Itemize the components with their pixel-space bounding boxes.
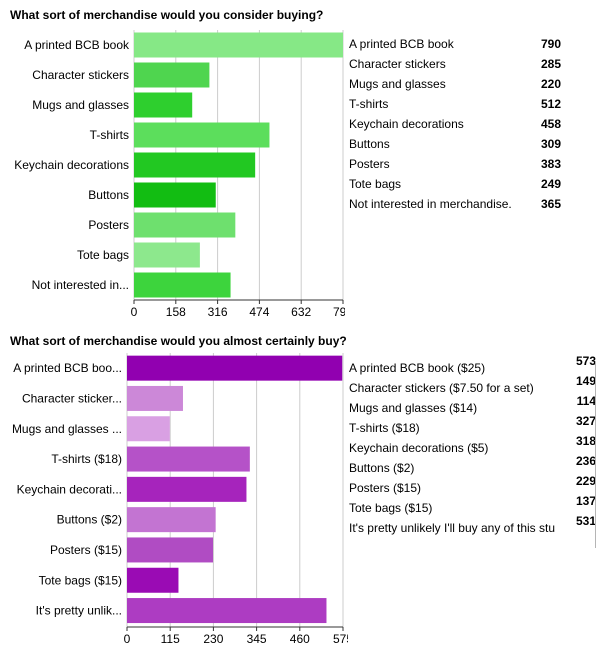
legend-count: 512 <box>540 97 561 111</box>
legend-label: T-shirts ($18) <box>349 421 420 435</box>
category-label: Keychain decorati... <box>17 482 122 496</box>
bar <box>127 598 327 624</box>
legend-label: Tote bags ($15) <box>349 501 433 515</box>
legend-count: 318 <box>575 434 596 448</box>
category-label: T-shirts ($18) <box>51 452 122 466</box>
legend-label: Keychain decorations <box>349 117 464 131</box>
x-tick-label: 345 <box>247 632 267 646</box>
category-label: Keychain decorations <box>14 158 129 172</box>
bar <box>127 385 183 411</box>
bar <box>134 62 210 88</box>
x-tick-label: 632 <box>291 305 311 319</box>
legend-count: 327 <box>575 414 596 428</box>
legend-label: It's pretty unlikely I'll buy any of thi… <box>349 521 556 535</box>
legend-count: 114 <box>576 394 596 408</box>
x-tick-label: 460 <box>290 632 310 646</box>
category-label: Character stickers <box>32 68 129 82</box>
legend-label: Mugs and glasses <box>349 77 446 91</box>
x-tick-label: 230 <box>203 632 223 646</box>
question-title: What sort of merchandise would you almos… <box>10 334 347 348</box>
legend-label: Character stickers <box>349 57 446 71</box>
chart-section-consider: What sort of merchandise would you consi… <box>10 8 569 319</box>
bar-chart-consider: A printed BCB book Character stickers Mugs… <box>14 30 345 319</box>
legend-count: 365 <box>540 197 561 211</box>
legend-count: 383 <box>540 157 561 171</box>
category-label: Posters <box>88 218 129 232</box>
bar <box>127 355 343 381</box>
legend-count: 790 <box>540 37 561 51</box>
legend-count: 137 <box>575 494 596 508</box>
legend-count: 220 <box>540 77 561 91</box>
x-tick-label: 115 <box>161 632 180 646</box>
legend-count: 309 <box>540 137 561 151</box>
question-title: What sort of merchandise would you consi… <box>10 8 324 22</box>
bar <box>127 537 214 563</box>
legend-count: 573 <box>575 354 596 368</box>
legend-label: Buttons ($2) <box>349 461 415 475</box>
bar <box>134 182 216 208</box>
legend-certain: A printed BCB book ($25) 573 Character sti… <box>349 354 599 550</box>
x-tick-label: 158 <box>166 305 186 319</box>
chart-section-certain: What sort of merchandise would you almos… <box>0 330 600 656</box>
legend-consider: A printed BCB book 790 Character stickers 2… <box>349 36 569 216</box>
bar <box>134 212 236 238</box>
legend-label: A printed BCB book <box>349 37 454 51</box>
bar <box>127 446 250 472</box>
legend-count: 229 <box>575 474 596 488</box>
legend-count: 531 <box>575 514 596 528</box>
x-tick-label: 575 <box>333 632 348 646</box>
bar <box>134 122 270 148</box>
category-label: A printed BCB book <box>24 38 130 52</box>
x-tick-label: 0 <box>124 632 131 646</box>
x-tick-label: 316 <box>208 305 228 319</box>
legend-label: Keychain decorations ($5) <box>349 441 489 455</box>
category-label: Mugs and glasses <box>32 98 129 112</box>
x-tick-label: 790 <box>333 305 345 319</box>
legend-count: 149 <box>575 374 596 388</box>
legend-count: 236 <box>575 454 596 468</box>
category-label: A printed BCB boo... <box>13 361 122 375</box>
legend-label: Posters <box>349 157 390 171</box>
category-label: Character sticker... <box>22 391 122 405</box>
x-tick-label: 0 <box>131 305 138 319</box>
x-tick-label: 474 <box>249 305 269 319</box>
bar <box>134 92 193 118</box>
bar <box>127 416 170 442</box>
bar <box>127 567 179 593</box>
category-label: Tote bags ($15) <box>39 573 122 587</box>
category-label: Not interested in... <box>32 278 129 292</box>
legend-count: 458 <box>540 117 561 131</box>
bar <box>134 152 256 178</box>
legend-label: Not interested in merchandise. <box>349 197 512 211</box>
bar <box>127 507 216 533</box>
legend-count: 285 <box>540 57 561 71</box>
category-label: Buttons ($2) <box>57 513 122 527</box>
bar <box>134 242 200 268</box>
legend-label: Mugs and glasses ($14) <box>349 401 478 415</box>
category-label: Mugs and glasses ... <box>12 422 122 436</box>
legend-label: Buttons <box>349 137 390 151</box>
category-label: Tote bags <box>77 248 129 262</box>
category-label: Buttons <box>88 188 129 202</box>
bar <box>127 476 247 502</box>
bar-chart-certain: A printed BCB boo... Character sticker...… <box>12 353 348 646</box>
legend-label: T-shirts <box>349 97 389 111</box>
legend-label: Posters ($15) <box>349 481 422 495</box>
legend-label: A printed BCB book ($25) <box>349 361 486 375</box>
category-label: Posters ($15) <box>50 543 122 557</box>
legend-scroll-border <box>595 362 596 548</box>
legend-label: Tote bags <box>349 177 402 191</box>
legend-label: Character stickers ($7.50 for a set) <box>349 381 534 395</box>
legend-count: 249 <box>540 177 561 191</box>
category-label: T-shirts <box>90 128 129 142</box>
bar <box>134 32 343 58</box>
category-label: It's pretty unlik... <box>36 604 122 618</box>
bar <box>134 272 231 298</box>
